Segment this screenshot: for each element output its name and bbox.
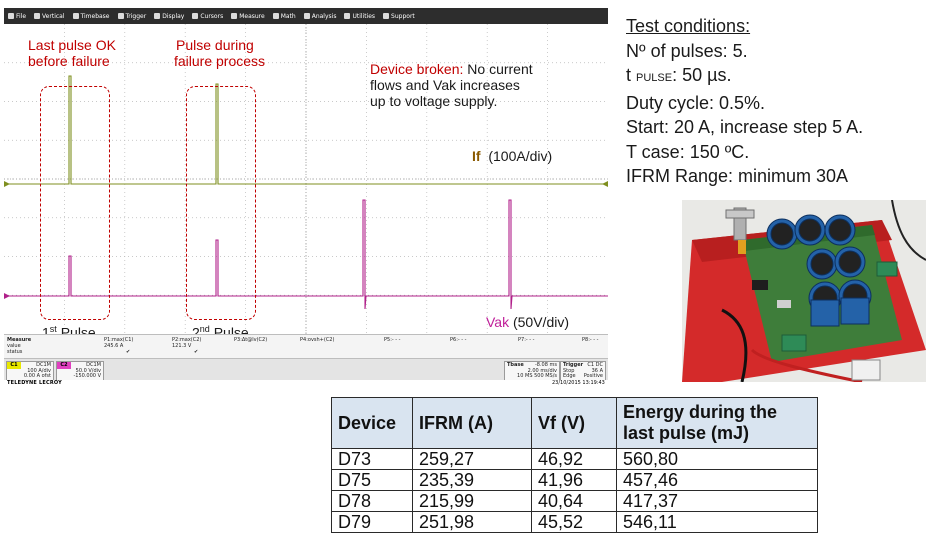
scope-menubar: File Vertical Timebase Trigger Display Cursor… xyxy=(4,8,608,24)
cursors-icon xyxy=(192,13,199,19)
test-conditions-title: Test conditions: xyxy=(626,16,751,36)
table-cell: 215,99 xyxy=(412,490,532,512)
vertical-icon xyxy=(34,13,41,19)
measure-status-check: ✔ xyxy=(126,349,131,355)
if-current-trace xyxy=(4,75,608,185)
menu-item-utilities[interactable]: Utilities xyxy=(340,8,379,24)
scope-graticule: Last pulse OK before failure Pulse durin… xyxy=(4,24,608,341)
trigger-icon xyxy=(117,13,124,19)
table-cell: 235,39 xyxy=(412,469,532,491)
table-row: D75 235,39 41,96 457,46 xyxy=(331,469,818,491)
last-pulse-ok-label: Last pulse OK before failure xyxy=(28,37,116,69)
col-header-ifrm: IFRM (A) xyxy=(412,397,532,449)
utilities-icon xyxy=(344,13,351,19)
table-cell: 40,64 xyxy=(531,490,617,512)
file-icon xyxy=(8,13,14,19)
col-header-vf: Vf (V) xyxy=(531,397,617,449)
timebase-icon xyxy=(72,13,79,19)
table-cell: 560,80 xyxy=(616,448,818,470)
measure-param-4[interactable]: P4:ovsh+(C2) xyxy=(300,337,335,343)
channel-c1-descriptor[interactable]: C1 DC1M 100 A/div 0.00 A ofst xyxy=(6,361,54,381)
table-cell: 46,92 xyxy=(531,448,617,470)
measure-icon xyxy=(231,13,238,19)
menu-item-file[interactable]: File xyxy=(4,8,30,24)
table-cell: 546,11 xyxy=(616,511,818,533)
menu-item-measure[interactable]: Measure xyxy=(227,8,269,24)
channel-c2-descriptor[interactable]: C2 DC1M 50.0 V/div -150.000 V xyxy=(56,361,104,381)
measure-param-5[interactable]: P5:- - - xyxy=(384,337,401,343)
test-board-illustration xyxy=(682,200,926,382)
c1-offset-marker xyxy=(4,181,10,187)
menu-item-cursors[interactable]: Cursors xyxy=(188,8,227,24)
table-cell: D78 xyxy=(331,490,413,512)
device-broken-label: Device broken: No current flows and Vak … xyxy=(370,61,533,109)
measure-param-2[interactable]: P2:max(C2) 121.3 V ✔ xyxy=(172,337,202,355)
measure-param-7[interactable]: P7:- - - xyxy=(518,337,535,343)
duty-cycle: Duty cycle: 0.5%. xyxy=(626,92,766,113)
math-icon xyxy=(272,13,279,19)
pulse-during-failure-label: Pulse during failure process xyxy=(174,37,266,69)
table-cell: 417,37 xyxy=(616,490,818,512)
timebase-descriptor[interactable]: Tbase -8.08 ms 2.00 ms/div 10 MS 500 MS/… xyxy=(504,361,560,381)
channel-c2-tag: C2 xyxy=(57,362,71,369)
c2-offset-marker xyxy=(4,293,10,299)
table-cell: 259,27 xyxy=(412,448,532,470)
failure-pulse-highlight-box xyxy=(186,86,256,320)
menu-item-vertical[interactable]: Vertical xyxy=(30,8,68,24)
table-cell: 251,98 xyxy=(412,511,532,533)
col-header-device: Device xyxy=(331,397,413,449)
menu-item-timebase[interactable]: Timebase xyxy=(69,8,114,24)
channel-c1-tag: C1 xyxy=(7,362,21,369)
trigger-level-marker xyxy=(602,181,608,187)
scope-footer: TELEDYNE LECROY 23/10/2015 13:19:43 xyxy=(4,380,608,388)
case-temperature: T case: 150 ºC. xyxy=(626,141,750,162)
last-pulse-highlight-box xyxy=(40,86,110,320)
measure-param-8[interactable]: P8:- - - xyxy=(582,337,599,343)
results-table: Device IFRM (A) Vf (V) Energy during the… xyxy=(331,397,818,533)
table-row: D78 215,99 40,64 417,37 xyxy=(331,490,818,512)
measure-param-3[interactable]: P3:Δt@lv(C2) xyxy=(234,337,268,343)
test-conditions: Test conditions: Nº of pulses: 5. t PULS… xyxy=(626,14,926,189)
menu-item-trigger[interactable]: Trigger xyxy=(114,8,151,24)
analysis-icon xyxy=(303,13,310,19)
table-header-row: Device IFRM (A) Vf (V) Energy during the… xyxy=(331,397,818,449)
measure-row-labels: Measure value status xyxy=(7,337,32,355)
support-icon xyxy=(383,13,390,19)
vak-voltage-trace xyxy=(4,199,608,310)
table-cell: D75 xyxy=(331,469,413,491)
oscilloscope-screenshot: File Vertical Timebase Trigger Display Cursor… xyxy=(4,8,608,388)
scope-waveforms xyxy=(4,24,608,334)
table-cell: D79 xyxy=(331,511,413,533)
display-icon xyxy=(154,13,161,19)
results-table-body: D73 259,27 46,92 560,80 D75 235,39 41,96 457,46… xyxy=(331,448,818,533)
if-scale-label: If (100A/div) xyxy=(472,148,553,164)
menu-item-analysis[interactable]: Analysis xyxy=(300,8,341,24)
table-cell: 45,52 xyxy=(531,511,617,533)
scope-timestamp: 23/10/2015 13:19:43 xyxy=(552,380,605,386)
col-header-energy: Energy during the last pulse (mJ) xyxy=(616,397,818,449)
pulse-duration: t PULSE: 50 µs. xyxy=(626,65,732,85)
table-cell: 457,46 xyxy=(616,469,818,491)
lecroy-brand-logo: TELEDYNE LECROY xyxy=(7,380,62,386)
table-cell: 41,96 xyxy=(531,469,617,491)
ifrm-range: IFRM Range: minimum 30A xyxy=(626,166,849,186)
test-board-photo xyxy=(682,200,926,382)
menu-item-display[interactable]: Display xyxy=(150,8,188,24)
table-row: D73 259,27 46,92 560,80 xyxy=(331,448,818,470)
start-current: Start: 20 A, increase step 5 A. xyxy=(626,117,864,137)
menu-item-math[interactable]: Math xyxy=(269,8,300,24)
measure-param-1[interactable]: P1:max(C1) 245.6 A ✔ xyxy=(104,337,134,355)
table-cell: D73 xyxy=(331,448,413,470)
vak-scale-label: Vak (50V/div) xyxy=(486,314,570,330)
pulses-count: Nº of pulses: 5. xyxy=(626,40,748,61)
channel-descriptors: C1 DC1M 100 A/div 0.00 A ofst C2 DC1M 50… xyxy=(4,358,608,381)
measure-param-6[interactable]: P6:- - - xyxy=(450,337,467,343)
trigger-descriptor[interactable]: Trigger C1 DC Stop 36 A Edge Positive xyxy=(560,361,606,381)
menu-item-support[interactable]: Support xyxy=(379,8,419,24)
table-row: D79 251,98 45,52 546,11 xyxy=(331,511,818,533)
measure-status-check: ✔ xyxy=(194,349,199,355)
measure-panel: Measure value status P1:max(C1) 245.6 A ✔ P… xyxy=(4,334,608,359)
